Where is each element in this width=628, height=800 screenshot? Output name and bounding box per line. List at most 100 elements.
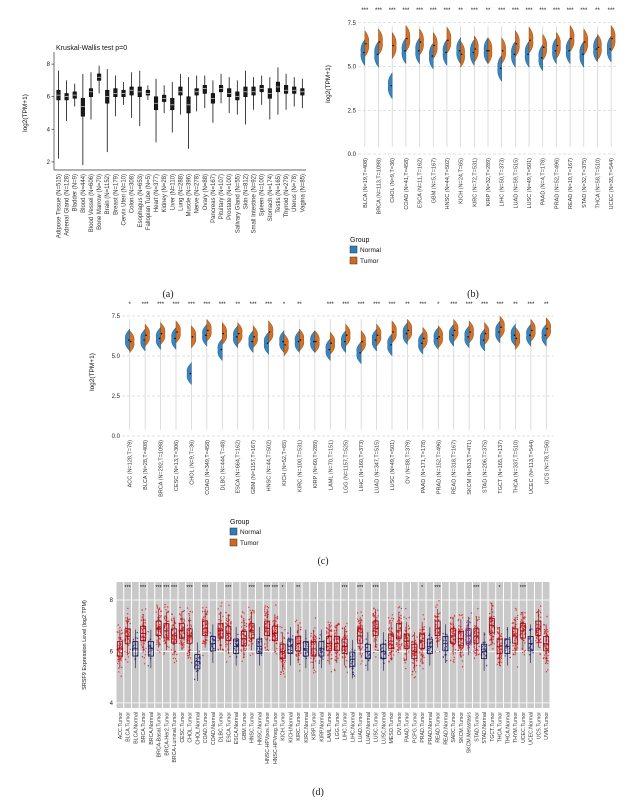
svg-text:SARC.Tumor: SARC.Tumor: [451, 712, 457, 743]
svg-text:***: ***: [388, 302, 396, 308]
svg-text:***: ***: [172, 302, 180, 308]
svg-text:MESO.Tumor: MESO.Tumor: [389, 712, 395, 744]
svg-text:Colon (N=308): Colon (N=308): [130, 174, 136, 213]
svg-text:Liver (N=110): Liver (N=110): [170, 174, 176, 210]
svg-text:Esophagus (N=653): Esophagus (N=653): [138, 174, 144, 228]
svg-text:Nerve (N=278): Nerve (N=278): [195, 174, 201, 214]
svg-text:LUSC (N=49,T=501): LUSC (N=49,T=501): [390, 440, 396, 491]
svg-text:Breast (N=179): Breast (N=179): [113, 174, 119, 215]
svg-text:***: ***: [527, 302, 535, 308]
svg-text:LAML.Tumor: LAML.Tumor: [327, 712, 333, 742]
svg-text:***: ***: [389, 8, 397, 14]
svg-text:Pituitary (N=107): Pituitary (N=107): [219, 174, 225, 219]
svg-text:Tumor: Tumor: [360, 258, 379, 265]
svg-text:Spleen (N=100): Spleen (N=100): [260, 174, 266, 216]
svg-text:***: ***: [202, 585, 209, 591]
panel-d-jitter-box-chart: 4 6 8 SRSF9 Expression Level (log2 TPM) ACC.…: [82, 582, 551, 764]
svg-text:Ovary (N=88): Ovary (N=88): [203, 174, 209, 210]
svg-text:BRCA-Basal.Tumor: BRCA-Basal.Tumor: [157, 712, 163, 758]
svg-text:READ.Normal: READ.Normal: [443, 712, 449, 745]
svg-text:*: *: [129, 302, 132, 308]
caption-c-label: (c): [317, 556, 329, 567]
svg-text:2: 2: [47, 160, 51, 166]
svg-text:***: ***: [188, 302, 196, 308]
svg-text:BRCA-Luminal.Tumor: BRCA-Luminal.Tumor: [172, 712, 178, 763]
svg-text:DLBC.Tumor: DLBC.Tumor: [219, 712, 225, 742]
svg-text:***: ***: [272, 585, 279, 591]
svg-text:ESCA.Normal: ESCA.Normal: [234, 712, 240, 744]
svg-text:Blood (N=444): Blood (N=444): [81, 174, 87, 213]
caption-c: (c): [303, 556, 343, 567]
svg-text:STAD (N=32,T=375): STAD (N=32,T=375): [582, 158, 588, 208]
svg-text:***: ***: [471, 8, 479, 14]
svg-text:***: ***: [466, 302, 474, 308]
svg-text:ACC (N=128,T=79): ACC (N=128,T=79): [128, 440, 134, 488]
svg-text:READ (N=10,T=167): READ (N=10,T=167): [568, 158, 574, 209]
svg-text:Prostate (N=100): Prostate (N=100): [227, 174, 233, 220]
svg-text:***: ***: [203, 302, 211, 308]
svg-text:*: *: [421, 585, 424, 591]
svg-text:PRAD.Tumor: PRAD.Tumor: [420, 712, 426, 743]
legend-title: Group: [350, 237, 370, 244]
svg-text:UCEC.Tumor: UCEC.Tumor: [521, 712, 527, 743]
y-axis-label: log2(TPM+1): [325, 65, 332, 103]
svg-text:UCS (N=78,T=56): UCS (N=78,T=56): [544, 440, 550, 484]
svg-text:GBM.Tumor: GBM.Tumor: [242, 712, 248, 740]
svg-text:***: ***: [553, 8, 561, 14]
svg-text:0.0: 0.0: [348, 152, 357, 158]
svg-text:ESCA (N=664,T=162): ESCA (N=664,T=162): [236, 440, 242, 494]
svg-text:***: ***: [219, 302, 227, 308]
svg-text:BLCA (N=28,T=408): BLCA (N=28,T=408): [143, 440, 149, 490]
svg-text:UVM.Tumor: UVM.Tumor: [544, 712, 550, 740]
svg-text:**: **: [486, 8, 491, 14]
svg-text:Stomach (N=174): Stomach (N=174): [268, 174, 274, 221]
svg-text:LUAD (N=347,T=515): LUAD (N=347,T=515): [375, 440, 381, 494]
svg-text:KIRC.Normal: KIRC.Normal: [304, 712, 310, 743]
svg-text:Kidney (N=28): Kidney (N=28): [162, 174, 168, 213]
svg-text:THCA (N=337,T=510): THCA (N=337,T=510): [513, 440, 519, 494]
svg-text:***: ***: [450, 302, 458, 308]
svg-text:***: ***: [434, 585, 441, 591]
caption-a: (a): [148, 289, 188, 300]
svg-text:OV.Tumor: OV.Tumor: [397, 712, 403, 736]
svg-text:KIRP (N=32,T=289): KIRP (N=32,T=289): [486, 158, 492, 207]
legend-title: Group: [230, 519, 250, 526]
svg-text:KIRP (N=60,T=289): KIRP (N=60,T=289): [313, 440, 319, 489]
svg-text:8: 8: [47, 62, 51, 68]
svg-text:LIHC (N=50,T=373): LIHC (N=50,T=373): [500, 158, 506, 206]
svg-text:8: 8: [110, 598, 114, 604]
svg-text:***: ***: [124, 585, 131, 591]
svg-text:CHOL (N=9,T=36): CHOL (N=9,T=36): [390, 158, 396, 203]
svg-text:***: ***: [498, 8, 506, 14]
svg-text:6: 6: [47, 95, 51, 101]
svg-text:6: 6: [110, 649, 114, 655]
svg-text:STAD (N=206,T=375): STAD (N=206,T=375): [483, 440, 489, 493]
svg-text:***: ***: [342, 302, 350, 308]
svg-text:TGCT.Tumor: TGCT.Tumor: [490, 712, 496, 742]
svg-text:***: ***: [567, 8, 575, 14]
svg-text:HNSC-HPVneg.Tumor: HNSC-HPVneg.Tumor: [273, 712, 279, 764]
svg-text:Brain (N=1152): Brain (N=1152): [105, 174, 111, 214]
panel-a-boxplot-chart: Kruskal-Wallis test p=0 log2(TPM+1) 2 4 6 8 Ad…: [22, 45, 306, 238]
svg-text:LIHC (N=160,T=373): LIHC (N=160,T=373): [359, 440, 365, 492]
caption-a-label: (a): [162, 289, 174, 300]
svg-text:***: ***: [430, 8, 438, 14]
svg-text:Cervix Uteri (N=10): Cervix Uteri (N=10): [122, 174, 128, 226]
svg-text:***: ***: [539, 8, 547, 14]
svg-text:THCA (N=58,T=510): THCA (N=58,T=510): [595, 158, 601, 209]
svg-text:***: ***: [473, 585, 480, 591]
svg-text:***: ***: [416, 8, 424, 14]
svg-text:LUSC (N=49,T=501): LUSC (N=49,T=501): [527, 158, 533, 209]
y-axis-label: log2(TPM+1): [22, 94, 29, 132]
svg-text:COAD (N=41,T=458): COAD (N=41,T=458): [404, 158, 410, 210]
svg-text:LUSC.Tumor: LUSC.Tumor: [374, 712, 380, 742]
svg-text:Testis (N=165): Testis (N=165): [276, 174, 282, 213]
svg-text:THCA.Tumor: THCA.Tumor: [498, 712, 504, 743]
caption-d-label: (d): [312, 787, 324, 798]
svg-text:CHOL.Normal: CHOL.Normal: [195, 712, 201, 745]
svg-text:***: ***: [327, 302, 335, 308]
svg-text:*: *: [283, 302, 286, 308]
svg-text:SKCM.Tumor: SKCM.Tumor: [459, 712, 465, 743]
svg-text:***: ***: [496, 302, 504, 308]
svg-text:KIRP.Normal: KIRP.Normal: [319, 712, 325, 742]
